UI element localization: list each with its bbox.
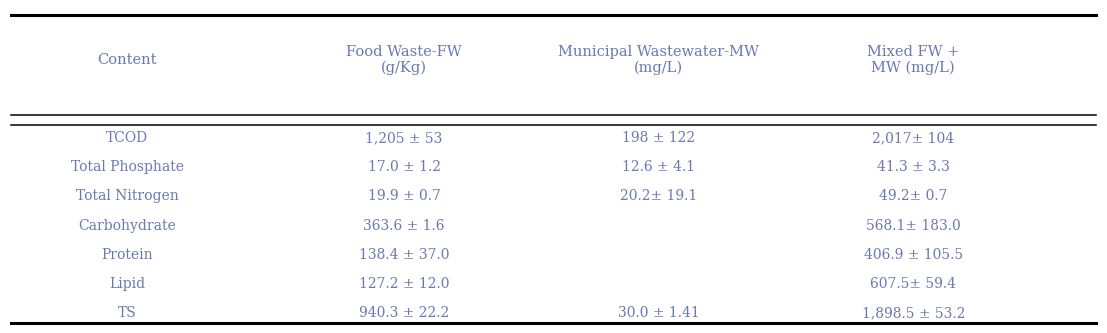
Text: Content: Content	[97, 53, 157, 67]
Text: 30.0 ± 1.41: 30.0 ± 1.41	[618, 306, 700, 320]
Text: TS: TS	[118, 306, 136, 320]
Text: Protein: Protein	[102, 248, 153, 262]
Text: 1,205 ± 53: 1,205 ± 53	[365, 131, 443, 145]
Text: 940.3 ± 22.2: 940.3 ± 22.2	[359, 306, 449, 320]
Text: Total Nitrogen: Total Nitrogen	[76, 189, 178, 203]
Text: Carbohydrate: Carbohydrate	[79, 218, 176, 233]
Text: Food Waste-FW
(g/Kg): Food Waste-FW (g/Kg)	[346, 45, 462, 75]
Text: 1,898.5 ± 53.2: 1,898.5 ± 53.2	[861, 306, 965, 320]
Text: 19.9 ± 0.7: 19.9 ± 0.7	[368, 189, 441, 203]
Text: 607.5± 59.4: 607.5± 59.4	[870, 277, 956, 291]
Text: 568.1± 183.0: 568.1± 183.0	[866, 218, 961, 233]
Text: 127.2 ± 12.0: 127.2 ± 12.0	[359, 277, 449, 291]
Text: 138.4 ± 37.0: 138.4 ± 37.0	[359, 248, 449, 262]
Text: TCOD: TCOD	[106, 131, 148, 145]
Text: 2,017± 104: 2,017± 104	[872, 131, 954, 145]
Text: Mixed FW +
MW (mg/L): Mixed FW + MW (mg/L)	[867, 45, 960, 75]
Text: Total Phosphate: Total Phosphate	[71, 160, 184, 174]
Text: 41.3 ± 3.3: 41.3 ± 3.3	[877, 160, 950, 174]
Text: 363.6 ± 1.6: 363.6 ± 1.6	[363, 218, 445, 233]
Text: 12.6 ± 4.1: 12.6 ± 4.1	[622, 160, 695, 174]
Text: 49.2± 0.7: 49.2± 0.7	[879, 189, 948, 203]
Text: 406.9 ± 105.5: 406.9 ± 105.5	[863, 248, 963, 262]
Text: 198 ± 122: 198 ± 122	[622, 131, 695, 145]
Text: 17.0 ± 1.2: 17.0 ± 1.2	[368, 160, 441, 174]
Text: 20.2± 19.1: 20.2± 19.1	[620, 189, 697, 203]
Text: Municipal Wastewater-MW
(mg/L): Municipal Wastewater-MW (mg/L)	[558, 45, 759, 75]
Text: Lipid: Lipid	[110, 277, 145, 291]
